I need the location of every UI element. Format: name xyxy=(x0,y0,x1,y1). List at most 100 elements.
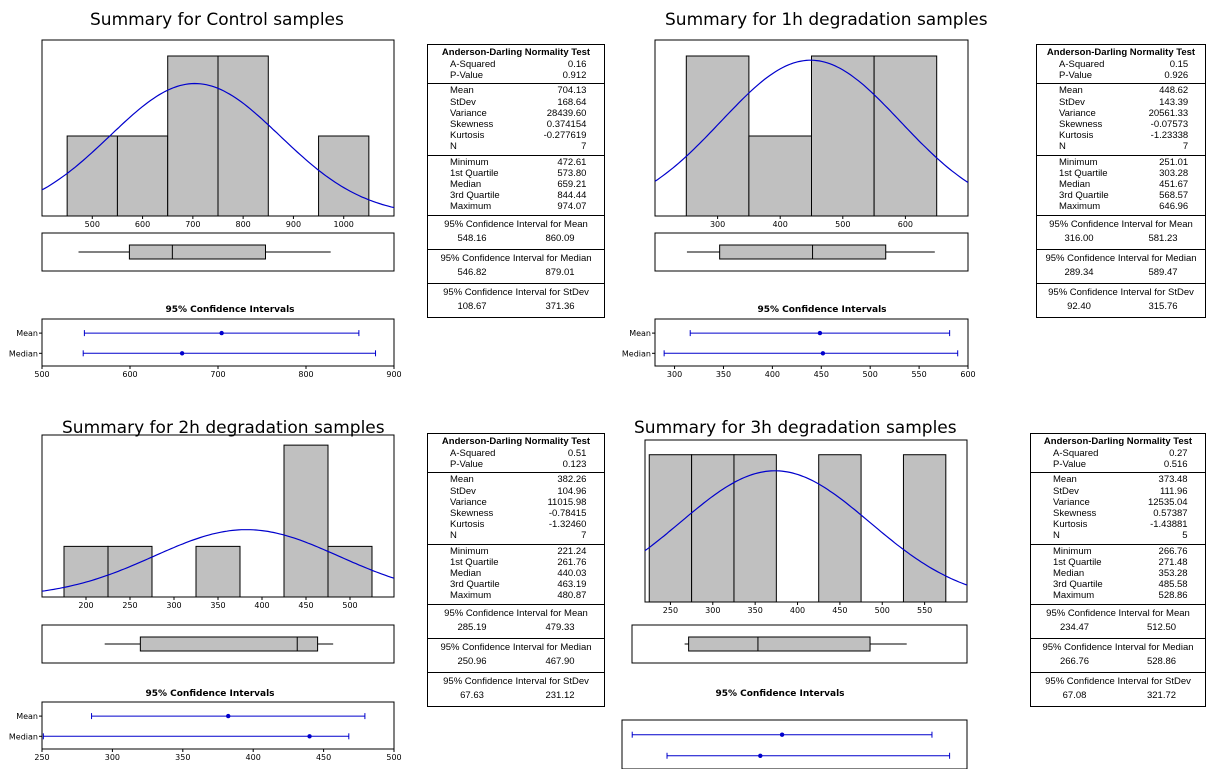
stat-row: StDev 104.96 xyxy=(428,486,604,497)
interval-high: 371.36 xyxy=(545,300,575,312)
ci-point xyxy=(226,713,231,719)
x-tick-label: 450 xyxy=(832,606,847,615)
stat-row: 1st Quartile 573.80 xyxy=(428,168,604,179)
stat-label: 3rd Quartile xyxy=(450,579,500,591)
stat-row: Mean 373.48 xyxy=(1031,474,1205,485)
stat-row: Median 353.28 xyxy=(1031,568,1205,579)
stat-value: 251.01 xyxy=(1159,156,1189,168)
boxplot-box xyxy=(139,636,319,652)
stat-label: StDev xyxy=(1059,96,1085,108)
interval-high: 528.86 xyxy=(1146,655,1177,667)
stat-label: Mean xyxy=(1059,85,1083,97)
stat-value: 0.516 xyxy=(1163,459,1188,471)
stat-label: Mean xyxy=(450,85,474,97)
ci-x-tick-label: 600 xyxy=(122,370,137,379)
ci-point xyxy=(820,351,826,356)
stat-label: P-Value xyxy=(1053,459,1087,471)
histogram-bar xyxy=(811,55,875,217)
ci-title: 95% Confidence Intervals xyxy=(145,689,274,699)
stat-value: 0.374154 xyxy=(546,119,587,131)
stat-row: StDev 143.39 xyxy=(1037,97,1205,108)
stat-value: 28439.60 xyxy=(546,107,587,119)
stat-value: 12535.04 xyxy=(1147,496,1188,508)
stat-row: Skewness -0.07573 xyxy=(1037,119,1205,130)
interval-values: 67.63 231.12 xyxy=(428,688,604,704)
stat-value: -1.23338 xyxy=(1150,130,1189,142)
stat-label: StDev xyxy=(450,485,476,497)
boxplot-box xyxy=(688,636,871,652)
x-tick-label: 500 xyxy=(835,220,850,229)
interval-low: 285.19 xyxy=(457,621,487,633)
boxplot-box xyxy=(128,244,266,260)
stat-value: 480.87 xyxy=(557,590,587,602)
interval-high: 321.72 xyxy=(1146,689,1177,701)
stat-row: Median 659.21 xyxy=(428,179,604,190)
stat-label: Maximum xyxy=(1059,201,1101,213)
stat-value: 0.912 xyxy=(562,70,587,82)
x-tick-label: 400 xyxy=(254,601,269,610)
stat-row: Skewness 0.57387 xyxy=(1031,508,1205,519)
stat-row: Skewness -0.78415 xyxy=(428,508,604,519)
stat-value: 7 xyxy=(581,530,587,542)
stat-label: A-Squared xyxy=(450,59,496,70)
x-tick-label: 350 xyxy=(210,601,225,610)
stat-row: Maximum 480.87 xyxy=(428,590,604,601)
interval-low: 108.67 xyxy=(457,300,487,312)
stat-value: 646.96 xyxy=(1159,201,1189,213)
ci-x-tick-label: 300 xyxy=(667,370,682,379)
stats-table: Anderson-Darling Normality Test A-Squared… xyxy=(1030,433,1206,707)
stat-row: P-Value 0.516 xyxy=(1031,459,1205,470)
interval-section: 95% Confidence Interval for Median 250.96… xyxy=(428,639,604,673)
stat-label: StDev xyxy=(1053,485,1079,497)
interval-low: 67.63 xyxy=(460,689,484,701)
x-tick-label: 400 xyxy=(790,606,805,615)
panel-title: Summary for 3h degradation samples xyxy=(634,418,957,438)
normal-curve xyxy=(644,470,968,586)
ci-row-label: Median xyxy=(9,732,38,741)
stat-value: 573.80 xyxy=(557,167,587,179)
stat-value: -1.43881 xyxy=(1150,519,1188,531)
stat-label: Minimum xyxy=(450,156,489,168)
interval-title: 95% Confidence Interval for Mean xyxy=(1049,218,1193,230)
stat-label: P-Value xyxy=(450,459,484,471)
stat-value: 266.76 xyxy=(1158,545,1188,557)
x-tick-label: 300 xyxy=(166,601,181,610)
stat-label: N xyxy=(450,141,457,153)
histogram-bar xyxy=(685,55,750,217)
stat-label: N xyxy=(1053,530,1060,542)
stat-value: 261.76 xyxy=(557,556,587,568)
ci-x-tick-label: 900 xyxy=(386,370,401,379)
panel-title: Summary for 1h degradation samples xyxy=(665,10,988,30)
interval-high: 860.09 xyxy=(545,232,575,244)
ci-x-tick-label: 800 xyxy=(298,370,313,379)
stat-row: StDev 111.96 xyxy=(1031,486,1205,497)
ci-row-label: Median xyxy=(622,349,651,358)
interval-values: 250.96 467.90 xyxy=(428,654,604,670)
interval-low: 289.34 xyxy=(1064,266,1094,278)
stat-row: Maximum 974.07 xyxy=(428,201,604,212)
stat-label: A-Squared xyxy=(1053,448,1099,459)
interval-title: 95% Confidence Interval for StDev xyxy=(443,675,589,687)
stat-label: A-Squared xyxy=(450,448,496,459)
moments-section: Mean 448.62 StDev 143.39 Variance 20561.33 Ske… xyxy=(1037,84,1205,156)
stat-label: Kurtosis xyxy=(1053,519,1088,531)
stat-row: Kurtosis -1.43881 xyxy=(1031,519,1205,530)
stat-row: Kurtosis -0.277619 xyxy=(428,130,604,141)
histogram-bar xyxy=(195,545,241,598)
ci-x-tick-label: 500 xyxy=(34,370,49,379)
interval-low: 67.08 xyxy=(1062,689,1087,701)
stat-row: 3rd Quartile 485.58 xyxy=(1031,579,1205,590)
stat-value: 659.21 xyxy=(557,179,587,191)
stat-label: Skewness xyxy=(450,508,494,520)
stat-value: 143.39 xyxy=(1159,96,1189,108)
stat-value: -0.78415 xyxy=(548,508,587,520)
ci-x-tick-label: 400 xyxy=(765,370,780,379)
stat-row: A-Squared 0.27 xyxy=(1031,448,1205,459)
stat-value: 974.07 xyxy=(557,201,587,213)
ci-x-tick-label: 400 xyxy=(246,753,261,762)
stat-value: 11015.98 xyxy=(547,496,587,508)
quantiles-section: Minimum 221.24 1st Quartile 261.76 Median 440… xyxy=(428,545,604,605)
stat-label: Minimum xyxy=(1053,545,1092,557)
interval-high: 479.33 xyxy=(545,621,575,633)
